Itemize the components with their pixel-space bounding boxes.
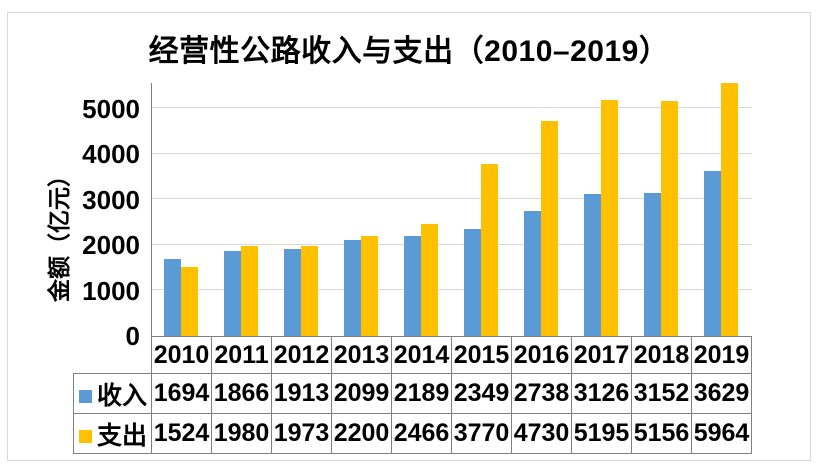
- bar-收入-2016: [524, 211, 541, 336]
- bar-收入-2017: [584, 194, 601, 336]
- y-tick-label-0: 0: [125, 321, 140, 351]
- year-cell-2018: 2018: [631, 336, 692, 374]
- y-tick-label-4000: 4000: [82, 139, 140, 169]
- bar-收入-2012: [284, 249, 301, 336]
- chart-frame: 经营性公路收入与支出（2010–2019） 金额（亿元） 0 1000 2000 30…: [7, 12, 811, 461]
- bar-收入-2015: [464, 229, 481, 336]
- series-row-支出: 支出 1524 1980 1973 2200 2466 3770 4730 5195 5156 59…: [73, 413, 752, 454]
- gridline-5000: [152, 107, 752, 108]
- bar-支出-2018: [661, 101, 678, 336]
- value-cell-支出-2019: 5964: [691, 413, 752, 454]
- value-cell-收入-2011: 1866: [211, 373, 272, 414]
- year-cell-2012: 2012: [271, 336, 332, 374]
- year-cell-2016: 2016: [511, 336, 572, 374]
- bar-收入-2011: [224, 251, 241, 336]
- chart-title: 经营性公路收入与支出（2010–2019）: [148, 35, 670, 68]
- value-cell-支出-2016: 4730: [511, 413, 572, 454]
- legend-cell-收入: 收入: [73, 373, 152, 414]
- value-cell-收入-2019: 3629: [691, 373, 752, 414]
- legend-swatch-icon: [79, 389, 92, 403]
- bar-收入-2019: [704, 171, 721, 336]
- value-cell-收入-2014: 2189: [391, 373, 452, 414]
- bar-收入-2018: [644, 193, 661, 336]
- y-tick-label-2000: 2000: [82, 230, 140, 260]
- legend-swatch-icon: [79, 429, 92, 443]
- gridline-1000: [152, 289, 752, 290]
- bar-收入-2014: [404, 236, 421, 336]
- y-axis-title: 金额（亿元）: [46, 164, 72, 302]
- year-cell-2017: 2017: [571, 336, 632, 374]
- gridline-3000: [152, 198, 752, 199]
- year-header-row: 2010 2011 2012 2013 2014 2015 2016 2017 2018 2019: [74, 336, 752, 374]
- bar-收入-2013: [344, 240, 361, 336]
- value-cell-收入-2012: 1913: [271, 373, 332, 414]
- bar-支出-2011: [241, 246, 258, 336]
- bar-支出-2014: [421, 224, 438, 336]
- value-cell-收入-2013: 2099: [331, 373, 392, 414]
- bar-支出-2013: [361, 236, 378, 336]
- bar-支出-2012: [301, 246, 318, 336]
- bar-支出-2019: [721, 83, 738, 336]
- value-cell-收入-2015: 2349: [451, 373, 512, 414]
- bar-支出-2010: [181, 267, 198, 336]
- bar-支出-2017: [601, 100, 618, 336]
- legend-cell-支出: 支出: [73, 413, 152, 454]
- value-cell-支出-2018: 5156: [631, 413, 692, 454]
- value-cell-支出-2017: 5195: [571, 413, 632, 454]
- y-tick-label-5000: 5000: [82, 94, 140, 124]
- value-cell-支出-2011: 1980: [211, 413, 272, 454]
- series-row-收入: 收入 1694 1866 1913 2099 2189 2349 2738 3126 3152 36…: [73, 373, 752, 414]
- value-cell-支出-2014: 2466: [391, 413, 452, 454]
- year-cell-2013: 2013: [331, 336, 392, 374]
- value-cell-支出-2013: 2200: [331, 413, 392, 454]
- value-cell-收入-2018: 3152: [631, 373, 692, 414]
- value-cell-收入-2017: 3126: [571, 373, 632, 414]
- table-corner-cell: [74, 337, 152, 374]
- y-tick-label-3000: 3000: [82, 185, 140, 215]
- value-cell-收入-2016: 2738: [511, 373, 572, 414]
- bar-支出-2015: [481, 164, 498, 336]
- value-cell-支出-2010: 1524: [151, 413, 212, 454]
- year-cell-2010: 2010: [151, 336, 212, 374]
- bar-收入-2010: [164, 259, 181, 336]
- value-cell-支出-2015: 3770: [451, 413, 512, 454]
- year-cell-2019: 2019: [691, 336, 752, 374]
- plot-area: [151, 83, 752, 336]
- y-tick-label-1000: 1000: [82, 276, 140, 306]
- value-cell-支出-2012: 1973: [271, 413, 332, 454]
- data-table: 2010 2011 2012 2013 2014 2015 2016 2017 2018 2019…: [73, 336, 752, 454]
- year-cell-2011: 2011: [211, 336, 272, 374]
- gridline-2000: [152, 244, 752, 245]
- value-cell-收入-2010: 1694: [151, 373, 212, 414]
- bar-支出-2016: [541, 121, 558, 336]
- gridline-4000: [152, 153, 752, 154]
- year-cell-2015: 2015: [451, 336, 512, 374]
- year-cell-2014: 2014: [391, 336, 452, 374]
